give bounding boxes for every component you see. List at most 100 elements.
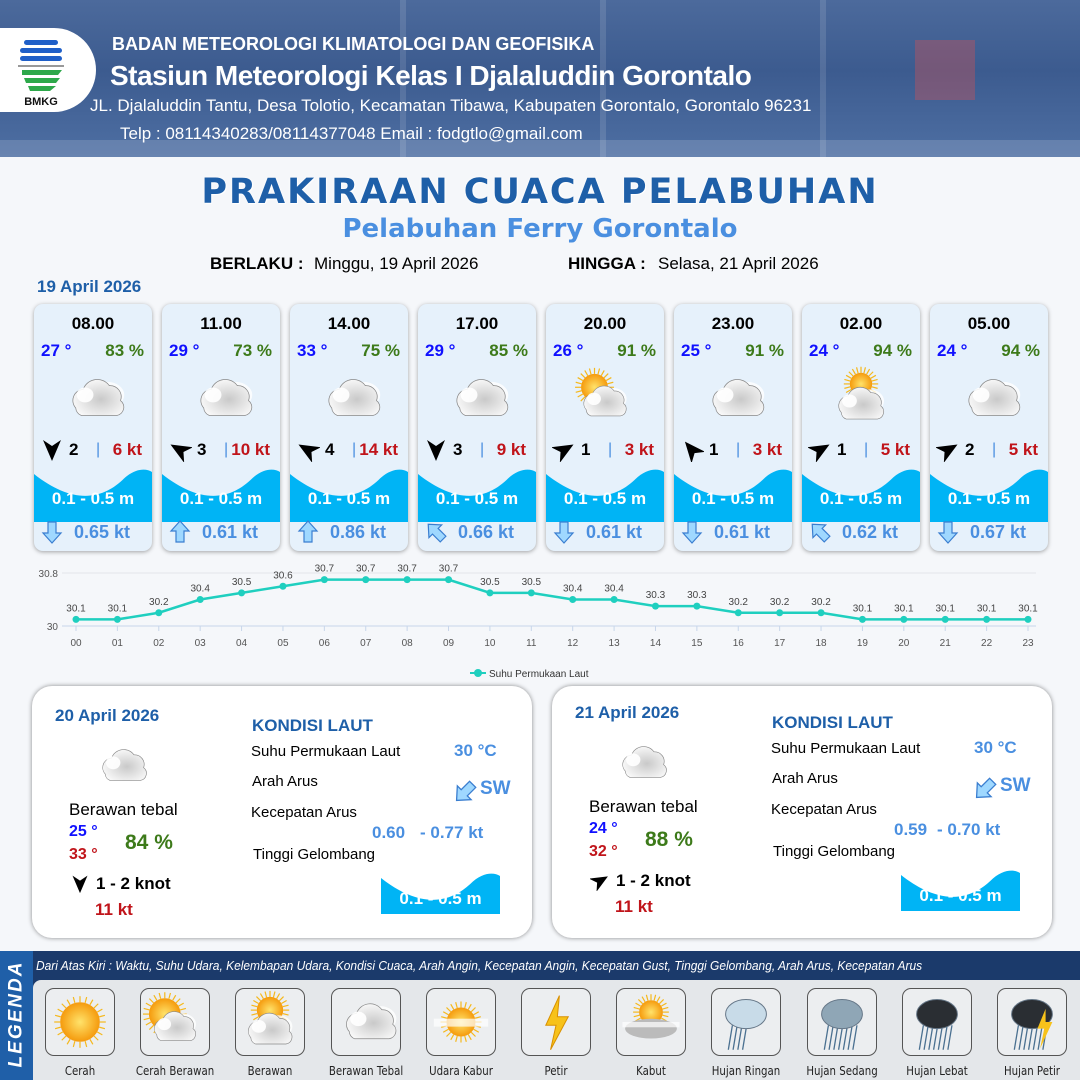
forecast-time: 02.00 bbox=[839, 314, 883, 333]
data-point bbox=[1024, 615, 1032, 623]
x-tick-label: 17 bbox=[774, 638, 786, 649]
x-tick-label: 11 bbox=[526, 638, 537, 649]
legend-dot-marker bbox=[474, 669, 482, 677]
wind-direction-arrow-icon bbox=[589, 871, 610, 896]
current-speed: 0.67 kt bbox=[970, 522, 1027, 542]
forecast-time: 05.00 bbox=[967, 314, 1011, 333]
y-tick-label: 30.8 bbox=[39, 569, 59, 580]
wave-height: 0.1 - 0.5 m bbox=[947, 489, 1031, 508]
current-direction-arrow-icon bbox=[168, 520, 191, 544]
station-address: JL. Djalaluddin Tantu, Desa Tolotio, Kec… bbox=[90, 96, 812, 115]
separator: | bbox=[352, 441, 357, 458]
current-direction-value: SW bbox=[1000, 775, 1031, 796]
x-tick-label: 02 bbox=[153, 638, 165, 649]
wind-direction-arrow-icon bbox=[70, 874, 90, 899]
x-tick-label: 14 bbox=[650, 638, 662, 649]
data-point bbox=[445, 576, 453, 584]
data-point bbox=[238, 589, 246, 597]
current-direction-label: Arah Arus bbox=[772, 770, 838, 787]
legend-label: Cerah Berawan bbox=[136, 1064, 215, 1078]
wind-direction-arrow-icon bbox=[934, 438, 958, 463]
data-point bbox=[362, 576, 370, 584]
legend-side-bar: LEGENDA bbox=[0, 951, 33, 1080]
separator: | bbox=[224, 441, 229, 458]
data-point bbox=[610, 596, 618, 603]
air-temperature: 25 ° bbox=[681, 341, 712, 360]
data-label: 30.5 bbox=[480, 577, 500, 588]
daily-summary-panel: 21 April 2026 Berawan tebal 24 ° 32 ° 88… bbox=[552, 686, 1052, 938]
current-speed-max: - 0.77 kt bbox=[420, 823, 484, 842]
x-tick-label: 01 bbox=[112, 638, 124, 649]
forecast-time: 11.00 bbox=[200, 314, 242, 333]
legend-berawan-tebal-icon bbox=[330, 988, 401, 1056]
current-direction-arrow-icon bbox=[680, 520, 703, 544]
valid-to: Selasa, 21 April 2026 bbox=[658, 254, 819, 273]
current-speed: 0.61 kt bbox=[202, 522, 259, 542]
data-label: 30.3 bbox=[687, 590, 707, 601]
data-label: 30.5 bbox=[232, 577, 252, 588]
forecast-time: 08.00 bbox=[71, 314, 115, 333]
data-label: 30.2 bbox=[811, 597, 831, 608]
current-speed-min: 0.60 bbox=[372, 823, 406, 842]
legend-berawan-icon bbox=[235, 988, 306, 1056]
forecast-card: 23.00 25 ° 91 % 1 | 3 kt 0.1 - 0.5 m 0.6… bbox=[674, 304, 792, 551]
data-label: 30.3 bbox=[646, 590, 666, 601]
legend-hujan-petir-icon bbox=[997, 988, 1067, 1056]
wave-height: 0.1 - 0.5 m bbox=[435, 489, 519, 508]
humidity: 83 % bbox=[105, 341, 144, 360]
data-point bbox=[196, 596, 204, 603]
station-name: Stasiun Meteorologi Kelas I Djalaluddin … bbox=[110, 60, 752, 91]
wave-height-label: Tinggi Gelombang bbox=[773, 843, 896, 860]
data-label: 30.4 bbox=[604, 584, 624, 595]
data-point bbox=[651, 602, 659, 610]
x-tick-label: 07 bbox=[360, 638, 372, 649]
wind-speed: 2 bbox=[69, 440, 79, 459]
data-label: 30.2 bbox=[149, 597, 169, 608]
legend-cerah-berawan-icon bbox=[140, 988, 211, 1056]
data-point bbox=[320, 576, 328, 584]
wave-icon bbox=[34, 462, 152, 522]
wave-height: 0.1 - 0.5 m bbox=[563, 489, 647, 508]
wave-icon bbox=[381, 866, 500, 919]
wave-icon bbox=[802, 462, 920, 522]
legend-hujan-ringan-icon bbox=[711, 988, 782, 1056]
series-line bbox=[76, 578, 1028, 621]
sst-value: 30 °C bbox=[974, 738, 1017, 757]
data-label: 30.7 bbox=[397, 564, 417, 575]
data-point bbox=[486, 589, 494, 597]
data-label: 30.2 bbox=[770, 597, 790, 608]
legend-label: Udara Kabur bbox=[428, 1064, 493, 1078]
x-tick-label: 23 bbox=[1022, 638, 1034, 649]
wind-speed: 4 bbox=[325, 440, 335, 459]
forecast-card: 05.00 24 ° 94 % 2 | 5 kt 0.1 - 0.5 m 0.6… bbox=[930, 304, 1048, 551]
current-direction-arrow-icon bbox=[936, 520, 959, 544]
wind-direction-arrow-icon bbox=[168, 438, 194, 463]
legend-label: Berawan bbox=[247, 1064, 293, 1078]
forecast-card: 14.00 33 ° 75 % 4 | 14 kt 0.1 - 0.5 m 0.… bbox=[290, 304, 408, 551]
min-temperature: 24 ° bbox=[589, 820, 618, 837]
current-speed: 0.61 kt bbox=[586, 522, 643, 542]
current-direction-label: Arah Arus bbox=[252, 773, 318, 790]
wave-height-label: Tinggi Gelombang bbox=[253, 846, 376, 863]
valid-from-label: BERLAKU : bbox=[210, 254, 304, 273]
data-point bbox=[569, 596, 577, 603]
gust-speed: 3 kt bbox=[752, 440, 782, 459]
weather-berawan-tebal-icon bbox=[610, 735, 670, 788]
weather-berawan-tebal-icon bbox=[90, 738, 150, 791]
weather-berawan-tebal-icon bbox=[954, 366, 1024, 422]
wave-icon bbox=[930, 462, 1048, 522]
legend-label: Hujan Petir bbox=[1003, 1064, 1061, 1078]
wave-height: 0.1 - 0.5 m bbox=[179, 489, 263, 508]
wind-direction-arrow-icon bbox=[296, 438, 322, 463]
data-point bbox=[279, 582, 287, 590]
air-temperature: 24 ° bbox=[809, 341, 840, 360]
legend-label: Kabut bbox=[636, 1064, 667, 1078]
gust-speed: 5 kt bbox=[1008, 440, 1038, 459]
data-point bbox=[693, 602, 701, 610]
forecast-card: 02.00 24 ° 94 % 1 | 5 kt 0.1 - 0.5 m 0.6… bbox=[802, 304, 920, 551]
gust-speed: 9 kt bbox=[496, 440, 526, 459]
current-speed: 0.61 kt bbox=[714, 522, 771, 542]
x-tick-label: 20 bbox=[898, 638, 910, 649]
gust-speed: 6 kt bbox=[112, 440, 142, 459]
data-point bbox=[403, 576, 411, 584]
